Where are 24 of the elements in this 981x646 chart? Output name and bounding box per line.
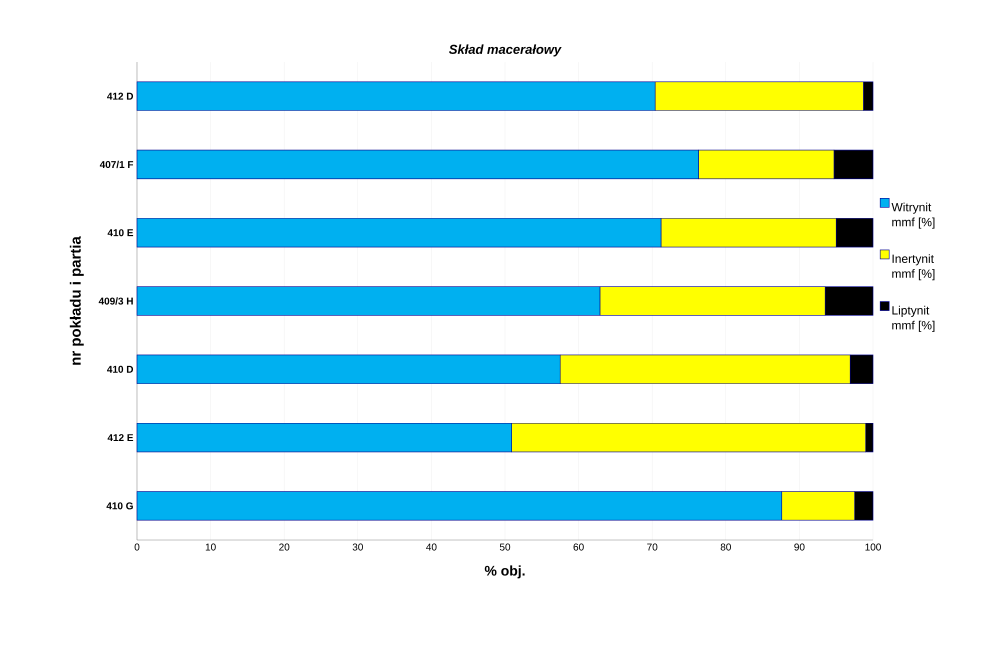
legend-label: Inertynit mmf [%] bbox=[892, 254, 934, 280]
x-tick-label: 70 bbox=[647, 544, 658, 551]
y-tick-label: 407/1 F bbox=[100, 160, 134, 168]
x-tick-label: 90 bbox=[794, 544, 805, 551]
x-tick-label: 0 bbox=[134, 544, 140, 551]
x-tick-label: 40 bbox=[426, 544, 437, 551]
x-tick-label: 20 bbox=[279, 544, 290, 551]
x-tick-label: 100 bbox=[865, 544, 881, 551]
y-tick-label: 412 E bbox=[108, 434, 134, 442]
y-tick-label: 412 D bbox=[107, 92, 134, 100]
y-tick-label: 409/3 H bbox=[98, 297, 133, 305]
x-tick-label: 30 bbox=[352, 544, 363, 551]
x-axis-title: % obj. bbox=[484, 565, 525, 578]
y-tick-label: 410 G bbox=[106, 502, 133, 510]
y-tick-label: 410 E bbox=[108, 229, 134, 236]
x-tick-label: 60 bbox=[574, 544, 584, 551]
x-tick-label: 80 bbox=[720, 544, 731, 551]
legend-label: Witrynit mmf [%] bbox=[892, 202, 934, 229]
x-tick-label: 50 bbox=[500, 544, 510, 551]
x-tick-label: 10 bbox=[206, 544, 216, 551]
y-axis-title: nr pokładu i partia bbox=[70, 236, 84, 365]
legend-label: Liptynit mmf [%] bbox=[892, 306, 934, 332]
y-tick-label: 410 D bbox=[107, 366, 134, 373]
chart-title: Skład macerałowy bbox=[449, 44, 562, 57]
